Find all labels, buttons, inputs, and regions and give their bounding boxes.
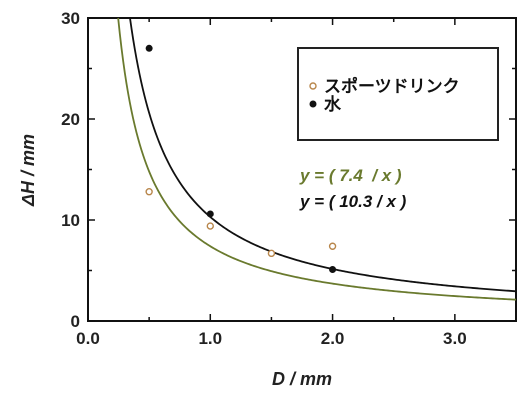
fit-label-sports-drink: y = ( 7.4 / x ) — [299, 166, 402, 185]
legend-box — [297, 47, 499, 141]
legend: スポーツドリンク 水 — [297, 47, 499, 141]
legend-label-sports-drink: スポーツドリンク — [324, 76, 460, 96]
tick-labels: 0.0 1.0 2.0 3.0 0 10 20 30 — [61, 9, 467, 348]
data-point — [267, 249, 276, 258]
y-tick-label: 10 — [61, 211, 80, 230]
x-tick-label: 3.0 — [443, 329, 467, 348]
data-point — [206, 210, 214, 218]
fit-curve-1 — [129, 17, 517, 293]
y-axis-label: ΔH / mm — [18, 134, 38, 207]
data-points — [145, 44, 337, 273]
x-tick-label: 0.0 — [76, 329, 100, 348]
x-tick-label: 1.0 — [198, 329, 222, 348]
data-point — [329, 265, 337, 273]
legend-label-water: 水 — [324, 94, 342, 114]
legend-marker-filled — [309, 100, 317, 108]
x-tick-label: 2.0 — [321, 329, 345, 348]
y-tick-label: 30 — [61, 9, 80, 28]
axis-ticks — [87, 17, 517, 322]
data-point — [145, 188, 153, 196]
y-tick-label: 20 — [61, 110, 80, 129]
data-point — [328, 242, 337, 250]
fit-curves — [117, 17, 517, 301]
legend-marker-open — [309, 82, 317, 90]
fit-curve-0 — [117, 17, 517, 301]
data-point — [145, 44, 153, 52]
data-point — [206, 222, 214, 230]
y-tick-label: 0 — [71, 312, 80, 331]
fit-label-water: y = ( 10.3 / x ) — [299, 192, 407, 211]
x-axis-label: D / mm — [272, 369, 332, 389]
